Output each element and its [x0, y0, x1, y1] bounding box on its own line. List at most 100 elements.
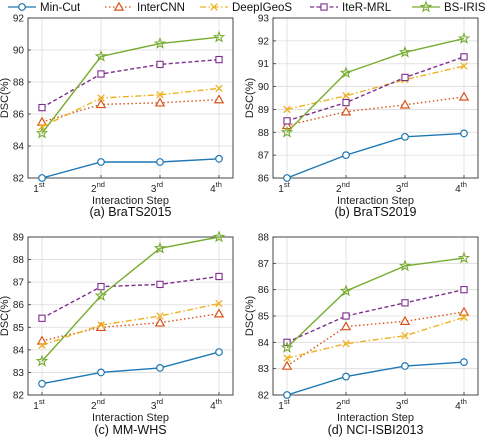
legend-label-intercnn: InterCNN: [137, 2, 185, 14]
y-tick-label: 90: [258, 82, 270, 93]
data-point-deepigeos: [460, 313, 468, 322]
x-axis-label: Interaction Step: [337, 195, 414, 207]
x-tick-suffix: rd: [401, 397, 408, 406]
chart-caption: (b) BraTS2019: [335, 205, 417, 219]
chart-4: 82 83 84 85 86 87 88 1st 2nd 3rd 4th Interaction St…: [244, 233, 479, 437]
legend-item-bs-iris: BS-IRIS: [412, 0, 485, 14]
legend-marker-iter-mrl: [320, 3, 328, 11]
x-tick-suffix: nd: [342, 397, 350, 406]
data-point-min-cut: [156, 364, 164, 372]
data-point-bs-iris: [94, 49, 108, 62]
data-point-iter-mrl: [401, 73, 409, 82]
data-point-iter-mrl: [97, 283, 105, 291]
data-point-deepigeos: [342, 339, 350, 348]
data-point-bs-iris: [153, 241, 167, 254]
series-line-min-cut: [286, 132, 465, 179]
x-axis-label: Interaction Step: [92, 195, 169, 207]
x-tick-suffix: st: [284, 180, 291, 189]
legend: Min-Cut InterCNN DeepIGeoS IteR-MRL BS-IRIS: [8, 0, 485, 14]
x-tick-suffix: st: [284, 397, 291, 406]
data-point-intercnn: [399, 315, 411, 326]
y-axis-label: DSC(%): [244, 296, 256, 336]
y-tick-label: 88: [258, 233, 270, 244]
y-tick-label: 87: [258, 151, 270, 162]
plot-area: [28, 18, 233, 178]
data-point-iter-mrl: [215, 272, 223, 281]
plot-frame: [27, 236, 234, 396]
data-point-intercnn: [36, 116, 48, 126]
series-line-min-cut: [41, 351, 220, 385]
series-line-min-cut: [41, 158, 220, 179]
series-line-deepigeos: [41, 87, 220, 128]
legend-marker-bs-iris: [419, 0, 433, 13]
data-point-deepigeos: [342, 91, 350, 100]
legend-label-min-cut: Min-Cut: [40, 2, 81, 14]
data-point-min-cut: [283, 391, 291, 399]
x-tick-suffix: rd: [401, 180, 408, 189]
x-tick-suffix: nd: [97, 397, 105, 406]
data-point-intercnn: [213, 94, 225, 104]
x-axis-label: Interaction Step: [92, 412, 169, 424]
chart-3: 82 83 84 85 86 87 88 89 1st 2nd 3rd 4th Interaction …: [0, 230, 234, 437]
data-point-deepigeos: [215, 84, 223, 93]
series-min-cut: [38, 348, 223, 388]
data-point-intercnn: [213, 308, 225, 318]
y-axis-label: DSC(%): [0, 296, 11, 336]
data-point-bs-iris: [153, 37, 167, 49]
y-tick-label: 88: [13, 255, 25, 266]
series-line-iter-mrl: [286, 56, 465, 122]
data-point-bs-iris: [212, 30, 226, 43]
chart-panels: 82 84 86 88 90 92 1st 2nd 3rd 4th Interaction Step…: [0, 14, 479, 437]
x-tick-suffix: st: [39, 180, 46, 189]
series-min-cut: [283, 358, 468, 399]
legend-item-deepigeos: DeepIGeoS: [200, 2, 292, 14]
data-point-deepigeos: [283, 354, 291, 362]
data-point-iter-mrl: [97, 70, 105, 78]
data-point-iter-mrl: [38, 103, 46, 112]
series-line-bs-iris: [286, 257, 465, 349]
data-point-bs-iris: [35, 126, 49, 139]
x-tick-label: 3rd: [396, 180, 408, 195]
chart-caption: (a) BraTS2015: [90, 205, 172, 219]
legend-label-bs-iris: BS-IRIS: [444, 2, 485, 14]
data-point-deepigeos: [215, 299, 223, 308]
x-tick-suffix: th: [461, 397, 467, 406]
plot-area: [273, 18, 478, 178]
data-point-deepigeos: [97, 94, 105, 102]
series-line-bs-iris: [286, 37, 465, 133]
plot-area: [28, 237, 233, 395]
data-point-iter-mrl: [460, 286, 468, 294]
data-point-iter-mrl: [156, 60, 164, 69]
series-line-iter-mrl: [41, 58, 220, 109]
data-point-min-cut: [97, 158, 105, 166]
series-min-cut: [38, 154, 223, 182]
data-point-min-cut: [342, 151, 350, 160]
data-point-bs-iris: [212, 230, 226, 243]
data-point-intercnn: [95, 98, 107, 109]
legend-marker-deepigeos: [210, 3, 218, 11]
y-tick-label: 91: [258, 59, 270, 70]
data-point-deepigeos: [460, 62, 468, 70]
x-tick-label: 4th: [210, 397, 222, 412]
data-point-deepigeos: [401, 331, 409, 340]
data-point-deepigeos: [283, 105, 291, 114]
y-tick-label: 83: [13, 368, 25, 379]
series-line-intercnn: [286, 311, 465, 367]
y-tick-label: 87: [13, 278, 25, 289]
data-point-min-cut: [97, 368, 105, 377]
series-line-deepigeos: [41, 302, 220, 347]
data-point-bs-iris: [339, 66, 353, 79]
y-tick-label: 88: [258, 128, 270, 139]
data-point-deepigeos: [38, 341, 46, 350]
y-tick-label: 89: [258, 105, 270, 116]
data-point-bs-iris: [280, 125, 294, 138]
x-tick-label: 3rd: [151, 397, 163, 412]
legend-item-intercnn: InterCNN: [105, 1, 185, 14]
x-tick-suffix: th: [216, 397, 222, 406]
x-tick-suffix: st: [39, 397, 46, 406]
data-point-intercnn: [340, 321, 352, 331]
data-point-bs-iris: [339, 284, 353, 297]
data-point-iter-mrl: [342, 312, 350, 320]
chart-caption: (c) MM-WHS: [94, 423, 166, 437]
